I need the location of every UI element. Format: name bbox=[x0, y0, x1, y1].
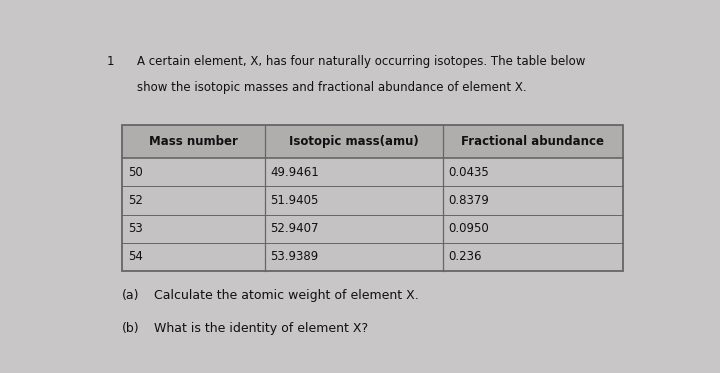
Text: 50: 50 bbox=[128, 166, 143, 179]
Text: 53: 53 bbox=[128, 222, 143, 235]
Text: 0.0435: 0.0435 bbox=[449, 166, 489, 179]
Text: 51.9405: 51.9405 bbox=[271, 194, 319, 207]
Bar bbox=[122, 125, 623, 158]
Text: 52.9407: 52.9407 bbox=[271, 222, 319, 235]
Text: What is the identity of element X?: What is the identity of element X? bbox=[154, 323, 369, 335]
Text: 0.236: 0.236 bbox=[449, 250, 482, 263]
Text: Calculate the atomic weight of element X.: Calculate the atomic weight of element X… bbox=[154, 289, 419, 303]
Text: A certain element, X, has four naturally occurring isotopes. The table below: A certain element, X, has four naturally… bbox=[138, 55, 586, 68]
Text: 53.9389: 53.9389 bbox=[271, 250, 319, 263]
Text: 54: 54 bbox=[128, 250, 143, 263]
Text: (a): (a) bbox=[122, 289, 140, 303]
Text: 49.9461: 49.9461 bbox=[271, 166, 320, 179]
Bar bbox=[122, 125, 623, 271]
Text: Isotopic mass(amu): Isotopic mass(amu) bbox=[289, 135, 419, 148]
Bar bbox=[122, 125, 623, 271]
Text: 52: 52 bbox=[128, 194, 143, 207]
Text: (b): (b) bbox=[122, 323, 140, 335]
Text: 1: 1 bbox=[107, 55, 114, 68]
Text: Mass number: Mass number bbox=[149, 135, 238, 148]
Text: 0.8379: 0.8379 bbox=[449, 194, 489, 207]
Text: 0.0950: 0.0950 bbox=[449, 222, 489, 235]
Text: show the isotopic masses and fractional abundance of element X.: show the isotopic masses and fractional … bbox=[138, 81, 527, 94]
Text: Fractional abundance: Fractional abundance bbox=[462, 135, 604, 148]
